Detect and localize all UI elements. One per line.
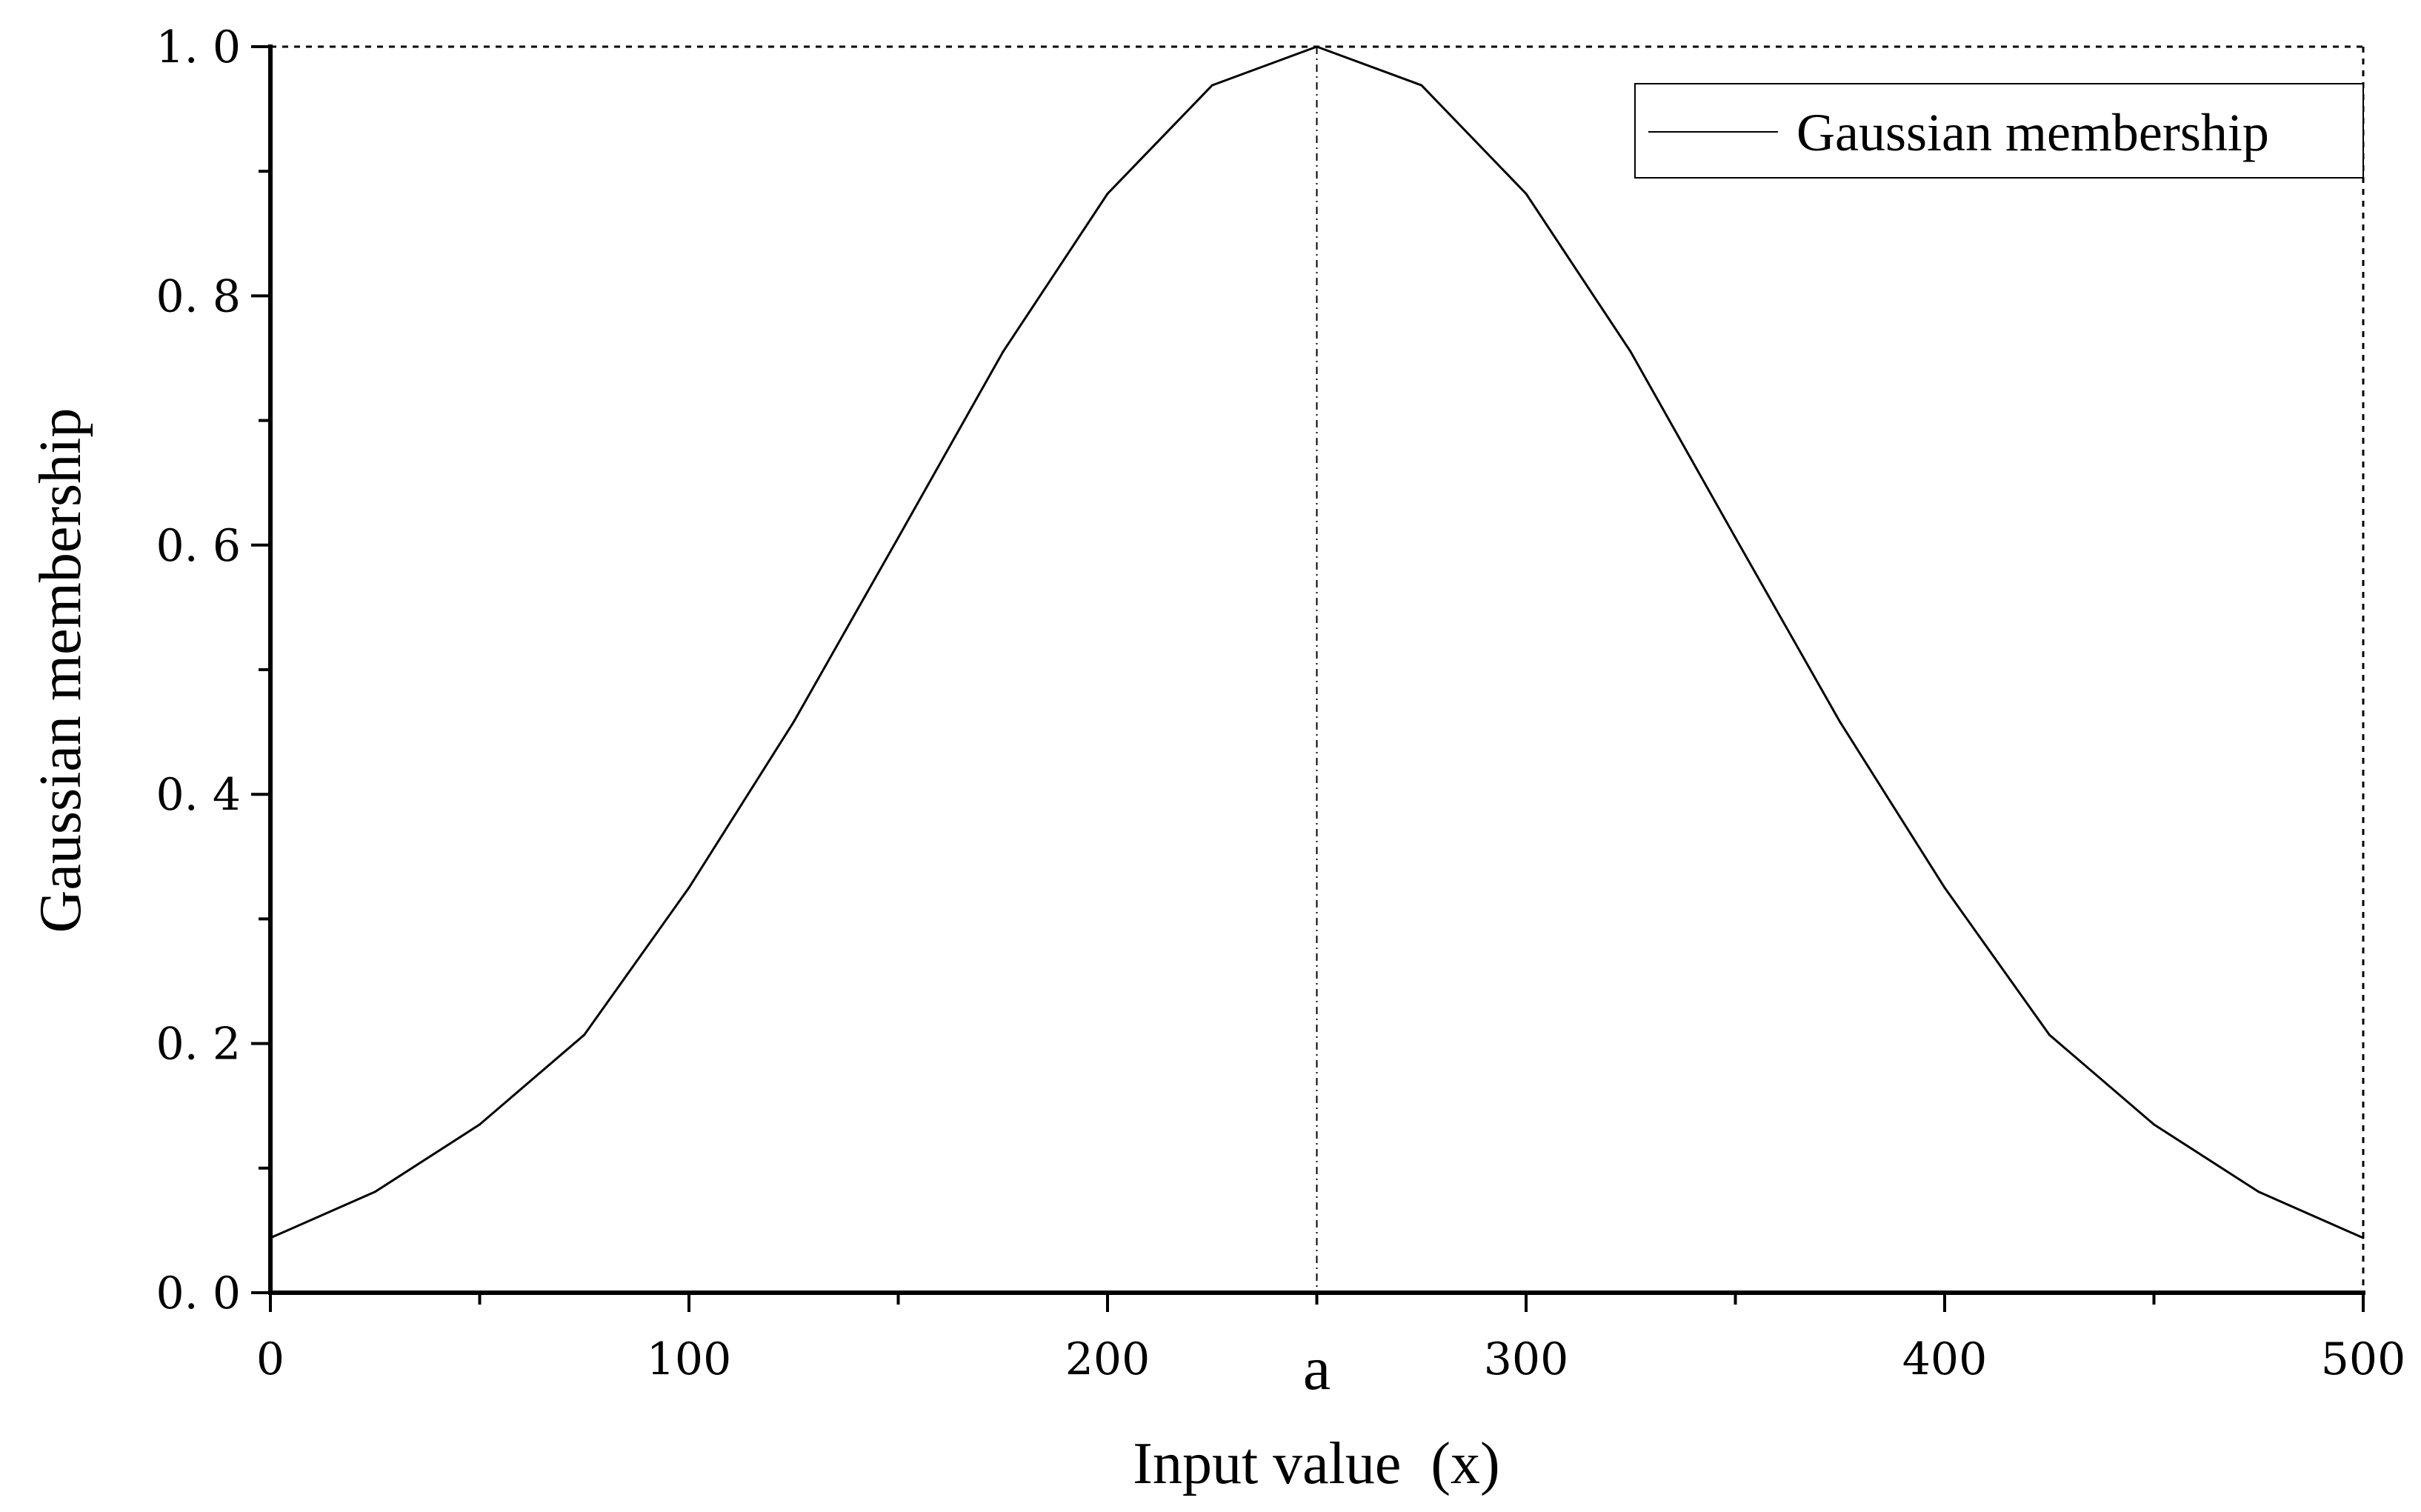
axis-ticks — [251, 45, 2365, 1312]
legend: Gaussian membership — [1634, 83, 2364, 179]
data-point — [1525, 192, 1528, 195]
x-axis-title: Input value (x) — [1133, 1431, 1499, 1496]
x-tick-label: 0 — [256, 1333, 284, 1385]
y-tick-labels: 0. 0 0. 2 0. 4 0. 6 0. 8 1. 0 — [156, 21, 242, 1319]
data-point — [479, 1123, 481, 1126]
data-point — [1734, 536, 1736, 539]
data-point — [2153, 1123, 2155, 1126]
y-tick-label: 0. 8 — [156, 270, 242, 322]
y-tick-label: 1. 0 — [156, 21, 242, 73]
data-point — [1106, 192, 1109, 195]
series-layer — [269, 45, 2365, 1239]
data-point — [687, 886, 690, 889]
data-point — [1210, 84, 1213, 87]
data-point — [1002, 350, 1005, 353]
y-tick-label: 0. 2 — [156, 1019, 242, 1070]
x-tick-label: 100 — [647, 1333, 732, 1385]
data-point — [1839, 721, 1842, 724]
x-tick-label: 500 — [2321, 1333, 2406, 1385]
x-tick-label: 300 — [1484, 1333, 1569, 1385]
x-tick-labels: 0 100 200 300 400 500 — [256, 1333, 2405, 1385]
y-tick-label: 0. 6 — [156, 520, 242, 572]
data-point — [269, 1236, 272, 1239]
data-point — [1943, 886, 1946, 889]
data-point — [373, 1190, 376, 1193]
y-tick-label: 0. 0 — [156, 1268, 242, 1319]
center-marker-label: a — [1303, 1334, 1331, 1403]
x-tick-label: 200 — [1065, 1333, 1150, 1385]
data-point — [2048, 1033, 2051, 1036]
legend-box — [1634, 83, 2364, 179]
data-point — [583, 1033, 586, 1036]
data-point — [1420, 84, 1423, 87]
y-tick-label: 0. 4 — [156, 769, 242, 821]
data-point — [792, 721, 795, 724]
x-tick-label: 400 — [1902, 1333, 1988, 1385]
data-point — [2362, 1236, 2365, 1239]
data-point — [2257, 1190, 2260, 1193]
data-point — [897, 536, 899, 539]
data-point — [1316, 45, 1318, 48]
y-axis-title: Gaussian membership — [28, 408, 93, 933]
legend-entry-label: Gaussian membership — [1796, 103, 2269, 162]
data-point — [1629, 350, 1632, 353]
